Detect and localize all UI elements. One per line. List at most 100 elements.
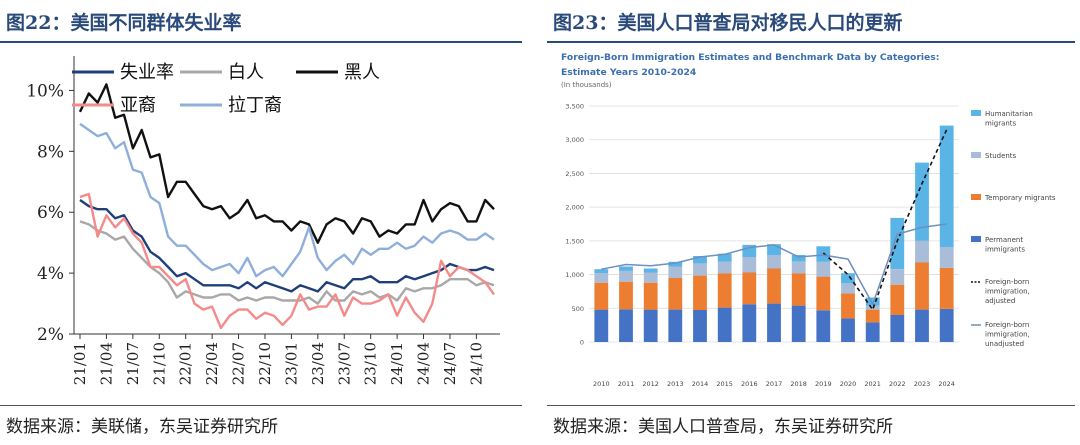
legend-swatch xyxy=(971,110,981,116)
x-tick-label: 24/01 xyxy=(388,342,406,385)
x-tick-label: 2011 xyxy=(618,380,635,388)
x-tick-label: 2020 xyxy=(840,380,857,388)
x-tick-label: 22/01 xyxy=(177,342,195,385)
bar-segment xyxy=(791,305,806,342)
right-source-note: 数据来源：美国人口普查局，东吴证券研究所 xyxy=(553,417,893,437)
legend-label: 失业率 xyxy=(120,62,174,83)
bar-segment xyxy=(865,297,880,306)
left-figure-title: 图22：美国不同群体失业率 xyxy=(6,12,242,34)
x-tick-label: 2024 xyxy=(938,380,955,388)
chart-subtitle: (In thousands) xyxy=(561,81,612,89)
x-tick-label: 21/04 xyxy=(97,342,115,385)
bar-segment xyxy=(594,269,609,274)
y-tick-label: 6% xyxy=(37,203,64,223)
legend-label: Students xyxy=(985,152,1017,160)
chart-title-line1: Foreign-Born Immigration Estimates and B… xyxy=(561,52,939,63)
legend-label: 亚裔 xyxy=(120,95,156,116)
bar-segment xyxy=(619,266,633,271)
bar-segment xyxy=(668,309,683,342)
bar-segment xyxy=(915,240,929,263)
bar-segment xyxy=(915,162,929,241)
legend-label: immigration, xyxy=(985,288,1030,296)
y-tick-label: 500 xyxy=(572,305,584,313)
x-tick-label: 2014 xyxy=(692,380,709,388)
right-source-rule xyxy=(547,405,1075,406)
bar-segment xyxy=(717,253,732,262)
x-tick-label: 24/04 xyxy=(415,342,433,385)
right-title-rule xyxy=(547,41,1075,43)
left-chart-panel: 图22：美国不同群体失业率 2% 4% 6% 8% 10% 21/01 21/04 21/07… xyxy=(0,0,530,445)
legend-label: adjusted xyxy=(985,297,1015,305)
legend-label: 白人 xyxy=(228,62,264,83)
x-tick-label: 2013 xyxy=(667,380,684,388)
x-tick-label: 21/07 xyxy=(124,342,142,385)
bar-segment xyxy=(890,284,905,315)
bar-segment xyxy=(915,262,929,310)
bar-segment xyxy=(693,310,707,342)
overlay-line xyxy=(822,129,948,312)
bar-segment xyxy=(939,267,954,309)
bar-segment xyxy=(643,309,658,342)
x-tick-label: 22/07 xyxy=(230,342,248,385)
legend-label: Permanent xyxy=(985,236,1023,244)
bar-segment xyxy=(643,268,658,273)
y-tick-label: 3,000 xyxy=(565,136,584,144)
x-tick-label: 23/04 xyxy=(309,342,327,385)
bar-segment xyxy=(594,273,609,283)
bar-segment xyxy=(594,282,609,310)
legend-label: 拉丁裔 xyxy=(228,95,282,116)
x-tick-label: 2023 xyxy=(914,380,931,388)
bar-segment xyxy=(717,261,732,274)
bar-segment xyxy=(841,273,855,284)
y-tick-label: 2,000 xyxy=(565,204,584,212)
unemployment-line-chart: 2% 4% 6% 8% 10% 21/01 21/04 21/07 21/10 22/01 22/0… xyxy=(26,56,500,385)
legend-label: immigrants xyxy=(985,246,1025,254)
bar-segment xyxy=(791,255,806,262)
bar-segment xyxy=(915,309,929,342)
x-tick-label: 2012 xyxy=(642,380,659,388)
y-tick-label: 3,500 xyxy=(565,103,584,111)
bar-segment xyxy=(668,277,683,310)
y-tick-label: 8% xyxy=(37,142,64,162)
series-line-亚裔 xyxy=(79,192,495,330)
bar-segment xyxy=(841,283,855,294)
x-tick-label: 2021 xyxy=(864,380,881,388)
legend-label: migrants xyxy=(985,120,1017,128)
bar-segment xyxy=(791,261,806,274)
bar-segment xyxy=(890,217,905,270)
right-figure-title: 图23：美国人口普查局对移民人口的更新 xyxy=(553,12,903,34)
bar-segment xyxy=(816,310,831,342)
x-tick-label: 23/01 xyxy=(282,342,300,385)
x-tick-label: 2016 xyxy=(741,380,758,388)
x-tick-label: 24/07 xyxy=(441,342,459,385)
bar-segment xyxy=(841,318,855,342)
y-tick-label: 10% xyxy=(26,81,64,101)
x-tick-label: 2019 xyxy=(815,380,832,388)
bar-segment xyxy=(939,246,954,268)
x-tick-label: 21/01 xyxy=(71,342,89,385)
x-tick-label: 23/10 xyxy=(362,342,380,385)
legend-label: 黑人 xyxy=(344,62,380,83)
x-tick-label: 2010 xyxy=(593,380,610,388)
bar-segment xyxy=(816,261,831,277)
bar-segment xyxy=(643,272,658,283)
bar-segment xyxy=(767,303,781,342)
x-tick-label: 22/04 xyxy=(203,342,221,385)
bar-segment xyxy=(841,293,855,319)
legend-label: immigration, xyxy=(985,331,1030,339)
overlay-line xyxy=(601,223,947,307)
legend-label: unadjusted xyxy=(985,340,1024,348)
x-tick-label: 22/10 xyxy=(256,342,274,385)
y-tick-label: 2% xyxy=(37,325,64,345)
bar-segment xyxy=(693,256,707,264)
bar-segment xyxy=(767,244,781,255)
legend-swatch xyxy=(971,194,981,200)
bar-segment xyxy=(791,273,806,306)
bar-segment xyxy=(939,125,954,247)
bar-segment xyxy=(643,282,658,310)
bar-segment xyxy=(717,273,732,308)
y-tick-label: 1,000 xyxy=(565,271,584,279)
bar-segment xyxy=(742,257,757,273)
bar-segment xyxy=(890,315,905,342)
chart-title-line2: Estimate Years 2010-2024 xyxy=(561,67,696,78)
